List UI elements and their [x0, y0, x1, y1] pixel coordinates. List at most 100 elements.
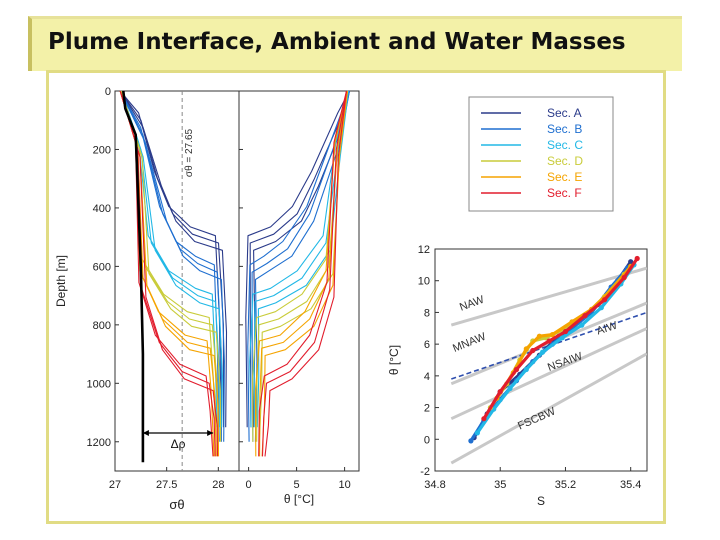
ts-xtick-label: 35 [494, 479, 506, 491]
ts-point-sec-c [507, 385, 513, 392]
ts-ticks: -2 0 2 4 6 8 10 12 34.8 35 35.2 35.4 [418, 244, 642, 491]
ts-point-sec-c [598, 305, 604, 311]
temperature-xtick-label: 10 [338, 479, 350, 491]
density-ytick-label: 400 [93, 203, 111, 215]
legend-label-sec-b: Sec. B [547, 122, 582, 136]
ts-line-sec-c [476, 263, 636, 434]
title-bar: Plume Interface, Ambient and Water Masse… [28, 16, 682, 71]
ts-xtick-label: 34.8 [424, 479, 445, 491]
density-line-sec-f [119, 90, 219, 457]
ts-xtick-label: 35.4 [620, 479, 641, 491]
ts-point-sec-c [523, 366, 529, 373]
density-line-sec-f [119, 90, 216, 457]
temperature-xtick-label: 5 [294, 479, 300, 491]
water-mass-label: FSCBW [516, 405, 558, 432]
ts-ytick-label: -2 [420, 466, 430, 478]
density-thick-profile [122, 90, 145, 463]
density-xtick-label: 27.5 [156, 479, 177, 491]
ts-point-sec-e [549, 332, 555, 338]
ts-point-sec-f [562, 328, 569, 335]
ts-plot-frame [434, 248, 648, 472]
legend-label-sec-f: Sec. F [547, 186, 582, 200]
temperature-profile-chart: 0 5 10 θ [°C] [238, 90, 360, 506]
ts-point-sec-e [523, 346, 529, 352]
density-line-sec-e [119, 90, 215, 457]
density-ticks: 0 200 400 600 800 1000 1200 27 27.5 28 [87, 86, 225, 491]
ts-point-sec-f [481, 416, 487, 422]
figure-panel: 0 200 400 600 800 1000 1200 27 27.5 28 Depth [m] … [46, 70, 666, 524]
temperature-line-sec-f [261, 90, 348, 457]
temperature-line-sec-a [249, 90, 350, 428]
ts-point-sec-f [513, 366, 520, 373]
density-line-sec-a [119, 90, 228, 428]
temperature-xtick-label: 0 [246, 479, 252, 491]
water-mass-dashed-line [451, 311, 647, 380]
density-xtick-label: 27 [109, 479, 121, 491]
density-line-sec-d [120, 90, 222, 442]
temperature-line-sec-f [258, 90, 348, 457]
ts-point-sec-f [621, 274, 627, 281]
legend-label-sec-a: Sec. A [547, 106, 582, 120]
ts-ytick-label: 12 [418, 244, 430, 256]
ts-xlabel: S [537, 494, 545, 508]
density-xtick-label: 28 [212, 479, 224, 491]
legend-label-sec-d: Sec. D [547, 154, 583, 168]
ts-ylabel: θ [°C] [387, 345, 401, 375]
temperature-line-sec-a [245, 90, 350, 428]
density-line-sec-b [119, 90, 225, 442]
ts-point-sec-c [540, 349, 546, 355]
density-ylabel: Depth [m] [54, 255, 68, 307]
isopycnal-line [450, 266, 647, 327]
density-xlabel: σθ [169, 497, 184, 512]
density-ytick-label: 800 [93, 320, 111, 332]
density-ytick-label: 200 [93, 144, 111, 156]
temperature-line-sec-e [259, 90, 349, 457]
density-ytick-label: 1200 [87, 437, 111, 449]
ts-point-sec-a [628, 259, 634, 265]
water-mass-label: NAW [458, 294, 486, 314]
water-mass-label: NSAIW [546, 350, 585, 374]
temperature-line-sec-f [264, 90, 348, 457]
temperature-line-sec-e [261, 90, 349, 457]
ts-point-sec-e [536, 333, 542, 339]
temperature-plot-frame [238, 90, 360, 472]
ts-ytick-label: 0 [424, 434, 430, 446]
ts-point-sec-b [468, 438, 474, 444]
legend-box [468, 96, 614, 212]
ts-point-sec-f [602, 297, 608, 303]
ts-point-sec-f [546, 338, 552, 344]
temperature-series-group [245, 90, 350, 457]
water-mass-label: MNAW [451, 331, 488, 355]
temperature-ticks: 0 5 10 [239, 90, 351, 491]
density-line-sec-e [119, 90, 217, 457]
legend-label-sec-c: Sec. C [547, 138, 583, 152]
ts-ytick-label: 4 [424, 371, 430, 383]
reference-line-label: σθ = 27.65 [184, 128, 195, 177]
isopycnal-line [450, 352, 647, 465]
slide-title: Plume Interface, Ambient and Water Masse… [48, 29, 626, 55]
ts-point-sec-f [582, 313, 588, 319]
ts-point-sec-c [559, 335, 565, 341]
ts-xtick-label: 35.2 [555, 479, 576, 491]
isopycnal-line [450, 326, 647, 421]
temperature-line-sec-b [247, 90, 350, 442]
ts-ytick-label: 6 [424, 339, 430, 351]
legend: Sec. A Sec. B Sec. C Sec. D Sec. E Sec. F [468, 96, 614, 212]
ts-point-sec-f [530, 347, 536, 354]
ts-ytick-label: 10 [418, 276, 430, 288]
legend-label-sec-e: Sec. E [547, 170, 582, 184]
density-series-group [119, 90, 228, 463]
ts-point-sec-c [579, 322, 585, 328]
temperature-xlabel: θ [°C] [284, 492, 314, 506]
ts-line-sec-f [482, 257, 639, 420]
density-ytick-label: 0 [105, 86, 111, 98]
delta-rho-arrowhead-right [207, 430, 214, 436]
density-line-sec-c [120, 90, 223, 428]
ts-point-sec-f [634, 255, 640, 262]
density-ytick-label: 600 [93, 261, 111, 273]
ts-point-sec-f [497, 389, 503, 395]
